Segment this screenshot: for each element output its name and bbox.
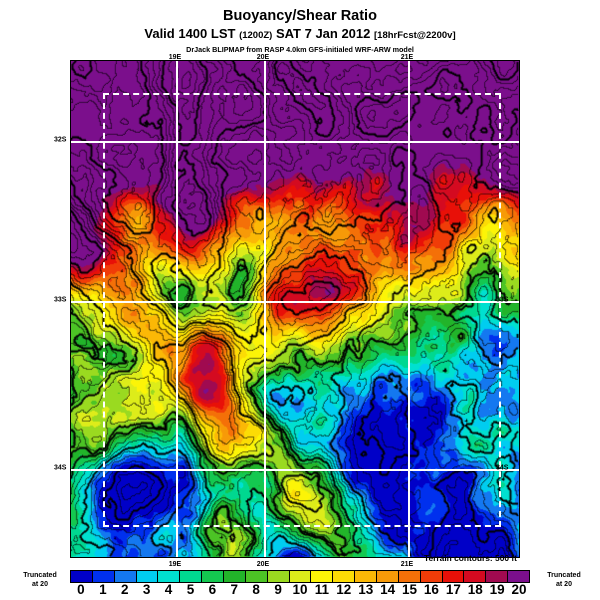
- valid-time-date: SAT 7 Jan 2012: [275, 26, 371, 41]
- colorbar-tick-10: 10: [292, 582, 308, 597]
- colorbar-tick-1: 1: [99, 582, 107, 597]
- colorbar-swatch-0: [71, 571, 93, 582]
- colorbar-tick-3: 3: [142, 582, 151, 597]
- colorbar-swatch-4: [158, 571, 181, 582]
- lon-label-bottom-21e: 21E: [400, 561, 414, 568]
- valid-time-main: Valid 1400 LST: [144, 26, 236, 41]
- valid-time-utc: (1200Z): [239, 30, 273, 41]
- colorbar-tick-5: 5: [186, 582, 195, 597]
- colorbar-legend[interactable]: Truncated at 20 0 1 2 3 4 5 6 7 8 9 10 11 12 13 14 15 16…: [0, 565, 600, 600]
- lat-label-right-34s: 34S: [496, 464, 509, 472]
- lat-label-left-32s: 32S: [54, 136, 67, 144]
- colorbar-tick-4: 4: [164, 582, 173, 597]
- colorbar-tick-19: 19: [489, 582, 505, 597]
- colorbar-swatch-10: [289, 571, 312, 582]
- lat-label-left-34s: 34S: [54, 464, 67, 472]
- colorbar-swatch-13: [355, 571, 378, 582]
- colorbar-tick-13: 13: [358, 582, 374, 597]
- colorbar-tick-15: 15: [402, 582, 418, 597]
- lat-label-left-33s: 33S: [54, 296, 67, 304]
- colorbar-swatch-5: [180, 571, 203, 582]
- colorbar-tick-2: 2: [120, 582, 129, 597]
- colorbar-swatch-7: [224, 571, 246, 582]
- colorbar-swatch-1: [92, 571, 115, 582]
- colorbar-tick-8: 8: [252, 582, 260, 597]
- colorbar-tick-9: 9: [274, 582, 282, 597]
- colorbar-tick-12: 12: [336, 582, 352, 597]
- colorbar-tick-20: 20: [511, 582, 527, 597]
- page-title: Buoyancy/Shear Ratio: [223, 8, 377, 24]
- colorbar-swatch-11: [311, 571, 334, 582]
- lat-label-right-33s: 33S: [496, 296, 509, 304]
- colorbar-ticks: 0 1 2 3 4 5 6 7 8 9 10 11 12 13 14 15 16 17 18 19 20: [70, 583, 530, 599]
- colorbar-tick-18: 18: [467, 582, 483, 597]
- colorbar-tick-17: 17: [445, 582, 461, 597]
- colorbar-swatch-19: [486, 571, 509, 582]
- lon-label-top-21e: 21E: [400, 54, 414, 61]
- truncated-left-line2: at 20: [32, 581, 48, 588]
- truncated-right-line2: at 20: [556, 581, 572, 588]
- valid-time-forecast: [18hrFcst@2200v]: [374, 30, 456, 41]
- truncated-label-right: Truncated at 20: [532, 571, 596, 589]
- colorbar-swatch-9: [267, 571, 290, 582]
- header-block: Buoyancy/Shear Ratio Valid 1400 LST (120…: [0, 8, 600, 55]
- colorbar-swatch-6: [202, 571, 225, 582]
- colorbar-swatches[interactable]: [70, 570, 530, 583]
- lon-label-bottom-19e: 19E: [168, 561, 182, 568]
- lon-label-top-19e: 19E: [168, 54, 182, 61]
- map-plot-area[interactable]: [70, 60, 520, 558]
- colorbar-swatch-16: [420, 571, 443, 582]
- colorbar-swatch-14: [377, 571, 399, 582]
- terrain-contour-note: Terrain contours: 500 ft: [424, 553, 517, 563]
- model-source-line: DrJack BLIPMAP from RASP 4.0km GFS-initi…: [186, 45, 414, 54]
- colorbar-swatch-8: [245, 571, 268, 582]
- colorbar-tick-16: 16: [423, 582, 439, 597]
- colorbar-tick-11: 11: [314, 582, 330, 597]
- colorbar-tick-7: 7: [230, 582, 239, 597]
- colorbar-tick-6: 6: [208, 582, 217, 597]
- lon-label-top-20e: 20E: [256, 54, 270, 61]
- truncated-left-line1: Truncated: [23, 572, 57, 579]
- colorbar-swatch-17: [442, 571, 465, 582]
- colorbar-tick-14: 14: [380, 582, 396, 597]
- colorbar-swatch-20: [508, 571, 530, 582]
- colorbar-swatch-12: [333, 571, 356, 582]
- truncated-right-line1: Truncated: [547, 572, 581, 579]
- colorbar-swatch-18: [464, 571, 487, 582]
- colorbar-swatch-2: [114, 571, 137, 582]
- colorbar-swatch-3: [136, 571, 159, 582]
- truncated-label-left: Truncated at 20: [8, 571, 72, 589]
- colorbar-tick-0: 0: [77, 582, 85, 597]
- buoyancy-shear-field: [71, 61, 519, 557]
- lon-label-bottom-20e: 20E: [256, 561, 270, 568]
- colorbar-swatch-15: [398, 571, 421, 582]
- valid-time-line: Valid 1400 LST (1200Z) SAT 7 Jan 2012 [1…: [0, 26, 600, 43]
